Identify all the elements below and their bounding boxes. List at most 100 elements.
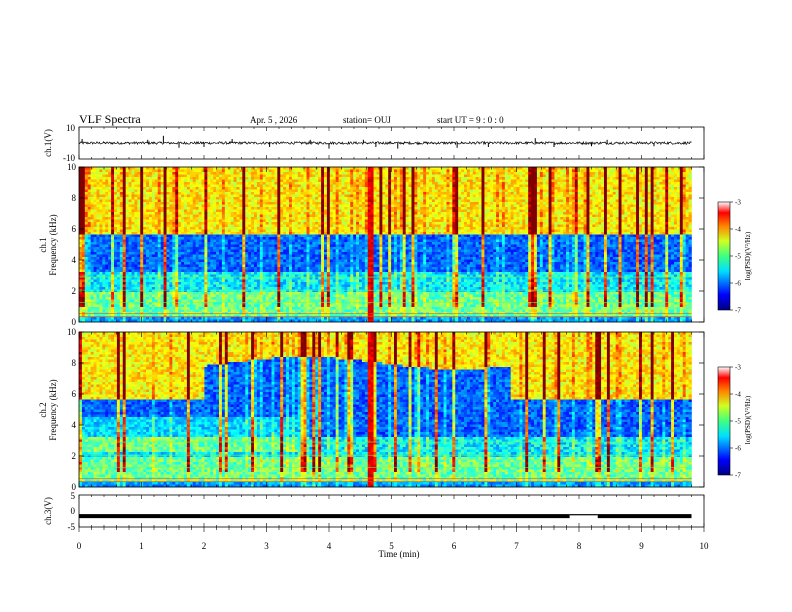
spectrogram-cell [96, 209, 100, 213]
spectrogram-cell [184, 187, 188, 190]
spectrogram-cell [577, 167, 581, 170]
spectrogram-cell [297, 219, 301, 223]
spectrogram-cell [227, 169, 231, 173]
spectrogram-cell [280, 184, 284, 188]
spectrogram-cell [303, 202, 307, 205]
spectrogram-cell [545, 187, 549, 190]
spectrogram-cell [405, 197, 409, 200]
spectrogram-cell [598, 167, 602, 170]
spectrogram-cell [679, 194, 684, 198]
spectrogram-cell [551, 167, 555, 170]
spectrogram-cell [609, 214, 614, 218]
spectrogram-cell [531, 222, 535, 225]
spectrogram-cell [245, 189, 249, 193]
spectrogram-cell [116, 202, 121, 205]
spectrogram-cell [531, 194, 535, 198]
spectrogram-cell [627, 197, 631, 200]
spectrogram-cell [586, 177, 590, 180]
spectrogram-cell [154, 194, 159, 198]
spectrogram-cell [239, 199, 243, 203]
spectrogram-cell [329, 212, 334, 215]
spectrogram-cell [685, 197, 689, 200]
ch1-waveform-trace [78, 127, 705, 159]
spectrogram-cell [344, 174, 348, 178]
spectrogram-cell [151, 177, 156, 180]
spectrogram-cell [563, 187, 567, 190]
spectrogram-cell [353, 214, 357, 218]
spectrogram-cell [601, 209, 605, 213]
spectrogram-cell [192, 167, 196, 170]
spectrogram-cell [402, 214, 406, 218]
spectrogram-cell [650, 222, 654, 225]
spectrogram-cell [140, 192, 144, 195]
spectrogram-cell [224, 212, 229, 215]
spectrogram-cell [394, 194, 398, 198]
spectrogram-cell [297, 199, 301, 203]
spectrogram-cell [627, 194, 631, 198]
spectrogram-cell [420, 219, 424, 223]
spectrogram-cell [466, 222, 471, 225]
spectrogram-cell [458, 204, 462, 208]
spectrogram-cell [151, 182, 156, 185]
spectrogram-cell [443, 202, 447, 205]
spectrogram-cell [659, 167, 663, 170]
spectrogram-cell [507, 169, 511, 173]
spectrogram-cell [472, 182, 476, 185]
spectrogram-cell [612, 174, 616, 178]
spectrogram-cell [318, 174, 322, 178]
spectrogram-cell [332, 202, 336, 205]
spectrogram-cell [140, 172, 144, 175]
spectrogram-cell [204, 184, 208, 188]
spectrogram-cell [388, 217, 392, 220]
spectrogram-cell [466, 217, 471, 220]
spectrogram-cell [335, 174, 339, 178]
spectrogram-cell [507, 192, 511, 195]
spectrogram-cell [560, 202, 564, 205]
spectrogram-cell [429, 202, 433, 205]
spectrogram-cell [157, 214, 161, 218]
spectrogram-cell [653, 177, 657, 180]
spectrogram-cell [321, 194, 325, 198]
spectrogram-cell [198, 187, 202, 190]
spectrogram-cell [262, 174, 266, 178]
spectrogram-cell [630, 189, 634, 193]
spectrogram-cell [236, 192, 240, 195]
spectrogram-cell [122, 209, 126, 213]
spectrogram-cell [79, 182, 83, 185]
spectrogram-cell [434, 187, 439, 190]
spectrogram-cell [589, 209, 593, 213]
spectrogram-cell [306, 187, 310, 190]
spectrogram-cell [256, 207, 261, 210]
spectrogram-cell [303, 167, 307, 170]
spectrogram-cell [536, 217, 541, 220]
spectrogram-cell [420, 194, 424, 198]
spectrogram-cell [551, 179, 555, 183]
spectrogram-cell [519, 172, 523, 175]
spectrogram-cell [501, 202, 506, 205]
spectrogram-cell [481, 187, 485, 190]
spectrogram-cell [254, 217, 258, 220]
spectrogram-cell [612, 204, 616, 208]
spectrogram-cell [265, 212, 269, 215]
spectrogram-cell [265, 194, 269, 198]
spectrogram-cell [464, 197, 468, 200]
spectrogram-cell [560, 187, 564, 190]
spectrogram-cell [376, 174, 380, 178]
spectrogram-cell [186, 167, 191, 170]
spectrogram-cell [618, 219, 622, 223]
spectrogram-cell [192, 174, 196, 178]
spectrogram-cell [181, 217, 185, 220]
spectrogram-cell [464, 187, 468, 190]
spectrogram-cell [554, 172, 558, 175]
spectrogram-cell [420, 217, 424, 220]
spectrogram-cell [315, 187, 319, 190]
spectrogram-cell [601, 174, 605, 178]
spectrogram-cell [417, 172, 421, 175]
spectrogram-cell [385, 209, 389, 213]
spectrogram-cell [665, 169, 669, 173]
spectrogram-cell [385, 172, 389, 175]
spectrogram-cell [487, 207, 491, 210]
spectrogram-cell [321, 207, 325, 210]
spectrogram-cell [338, 209, 342, 213]
